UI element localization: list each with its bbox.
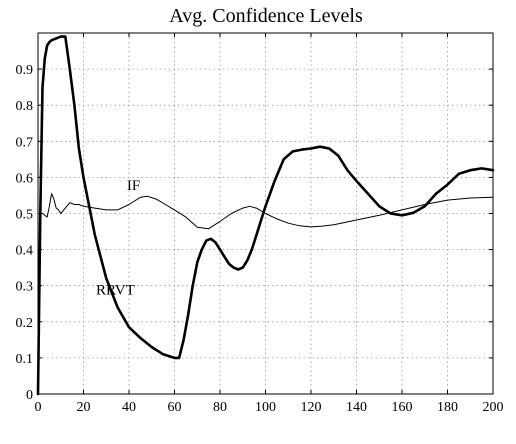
series-line-if — [37, 193, 494, 230]
x-tick-label: 0 — [35, 400, 42, 415]
series-label-rrvt: RRVT — [96, 283, 135, 299]
x-tick-label: 100 — [255, 400, 276, 415]
x-tick-label: 140 — [346, 400, 367, 415]
chart-title: Avg. Confidence Levels — [169, 5, 363, 27]
x-tick-label: 80 — [213, 400, 227, 415]
y-tick-label: 0.6 — [16, 171, 34, 186]
x-tick-label: 200 — [483, 400, 504, 415]
y-tick-label: 0.2 — [16, 316, 34, 331]
x-tick-label: 180 — [437, 400, 458, 415]
x-tick-label: 20 — [77, 400, 91, 415]
axis-ticks: 0 20 40 60 80 100 120 140 160 180 200 0 0.1 0.2 0.3 0.4… — [16, 33, 504, 415]
series-lines — [36, 35, 495, 396]
y-tick-label: 0 — [26, 388, 33, 403]
x-tick-label: 120 — [301, 400, 322, 415]
grid-lines — [38, 33, 493, 394]
x-tick-label: 60 — [168, 400, 182, 415]
y-tick-label: 0.1 — [16, 352, 34, 367]
series-line-rrvt — [36, 35, 495, 396]
y-tick-label: 0.8 — [16, 99, 34, 114]
series-labels: IF RRVT — [96, 178, 140, 299]
y-tick-label: 0.5 — [16, 208, 34, 223]
y-tick-label: 0.3 — [16, 280, 34, 295]
y-tick-label: 0.4 — [16, 244, 34, 259]
x-tick-label: 40 — [122, 400, 136, 415]
x-tick-label: 160 — [392, 400, 413, 415]
y-tick-label: 0.7 — [16, 135, 34, 150]
series-label-if: IF — [127, 178, 140, 194]
y-tick-label: 0.9 — [16, 63, 34, 78]
